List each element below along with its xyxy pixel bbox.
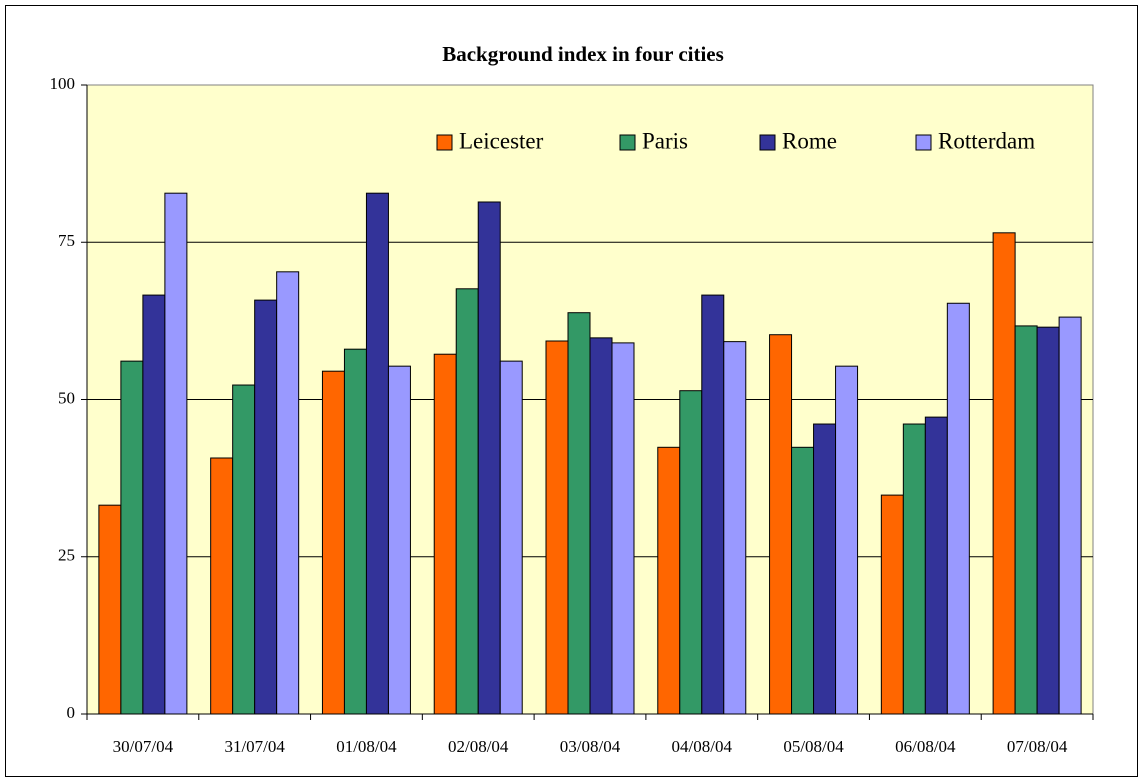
x-tick-label: 05/08/04: [783, 737, 844, 756]
bar: [120, 360, 144, 715]
x-tick-label: 02/08/04: [448, 737, 509, 756]
bar: [880, 494, 904, 715]
bar: [433, 353, 457, 715]
legend-label: Rotterdam: [938, 128, 1035, 153]
bar: [657, 446, 681, 715]
x-tick-label: 07/08/04: [1007, 737, 1068, 756]
bar: [545, 340, 569, 715]
bar: [813, 423, 837, 715]
bar: [343, 348, 367, 715]
bar: [679, 390, 703, 715]
bar: [98, 504, 122, 715]
bar: [924, 416, 948, 715]
y-tick-label: 75: [58, 231, 75, 250]
bar: [499, 360, 523, 715]
bar: [477, 201, 501, 715]
bar: [232, 384, 256, 715]
bar: [701, 294, 725, 715]
bar: [611, 342, 635, 715]
bar: [1058, 316, 1082, 715]
bar: [791, 446, 815, 715]
y-tick-label: 0: [67, 703, 76, 722]
bar: [1036, 326, 1060, 715]
bar: [455, 288, 479, 715]
legend-swatch: [915, 134, 932, 151]
legend-label: Rome: [782, 128, 837, 153]
legend-swatch: [759, 134, 776, 151]
bar: [387, 365, 411, 715]
bar: [276, 271, 300, 715]
bar: [321, 370, 345, 715]
x-tick-label: 04/08/04: [672, 737, 733, 756]
legend-swatch: [619, 134, 636, 151]
x-tick-label: 06/08/04: [895, 737, 956, 756]
bar: [254, 299, 278, 715]
bar: [1014, 325, 1038, 715]
legend-swatch: [436, 134, 453, 151]
legend-label: Paris: [642, 128, 688, 153]
bar: [902, 423, 926, 715]
y-tick-label: 25: [58, 546, 75, 565]
x-tick-label: 31/07/04: [224, 737, 285, 756]
bar: [142, 294, 166, 715]
bar: [723, 341, 747, 715]
y-tick-label: 100: [50, 74, 76, 93]
x-tick-label: 03/08/04: [560, 737, 621, 756]
legend-label: Leicester: [459, 128, 544, 153]
bar: [210, 457, 234, 715]
y-tick-label: 50: [58, 388, 75, 407]
bar: [946, 302, 970, 715]
bar: [992, 232, 1016, 715]
chart-title: Background index in four cities: [442, 42, 724, 66]
bar: [164, 192, 188, 715]
bar: [365, 192, 389, 715]
bar: [769, 334, 793, 715]
bar: [589, 337, 613, 715]
bar: [835, 365, 859, 715]
bar: [567, 312, 591, 715]
x-tick-label: 30/07/04: [113, 737, 174, 756]
x-tick-label: 01/08/04: [336, 737, 397, 756]
